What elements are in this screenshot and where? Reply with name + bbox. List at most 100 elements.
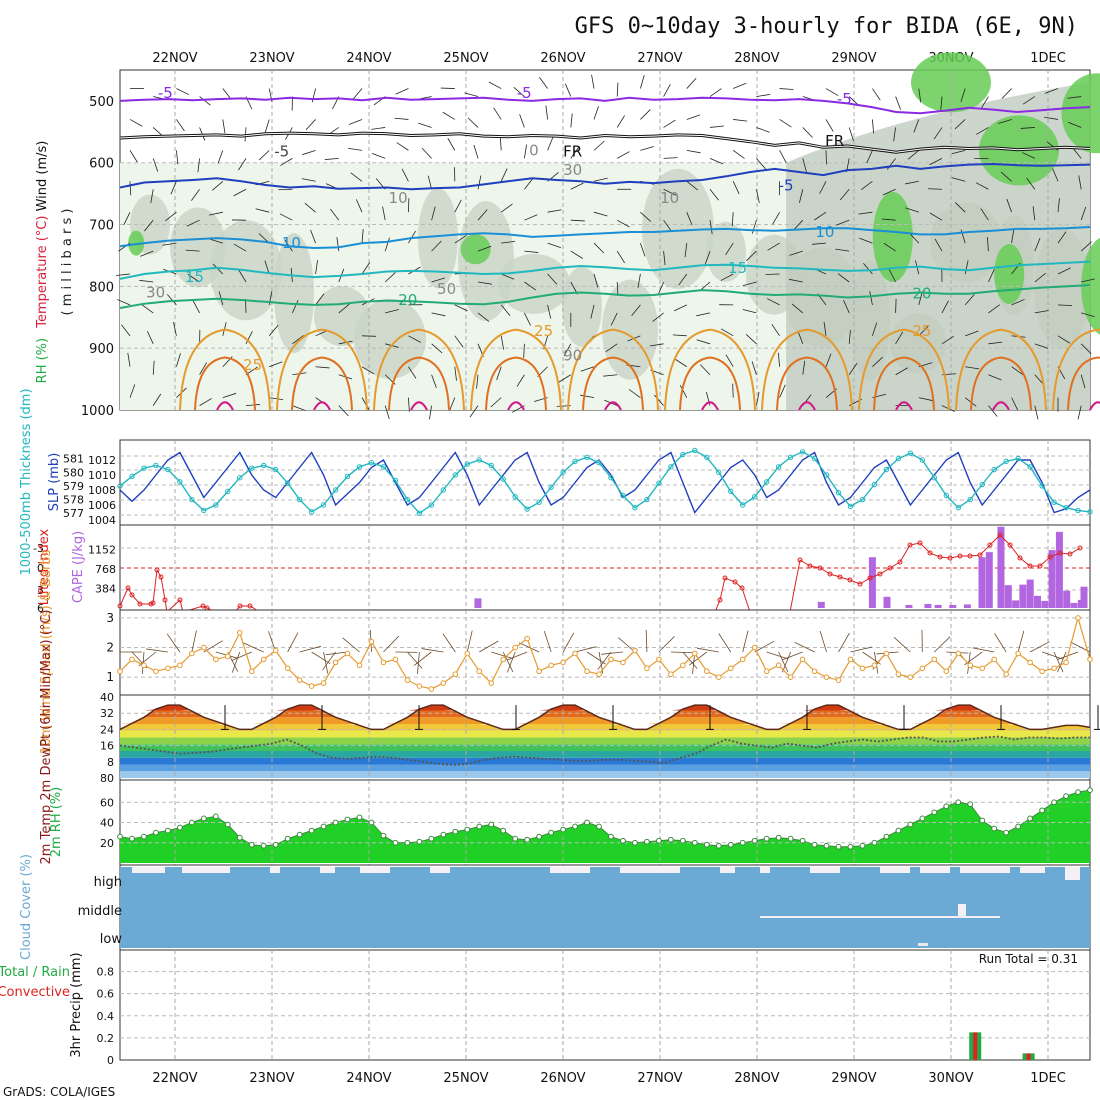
wind-barb bbox=[593, 106, 599, 120]
wind-barb bbox=[725, 354, 734, 367]
wind-barb bbox=[819, 630, 827, 653]
rh-marker bbox=[871, 839, 878, 846]
wind-barb bbox=[558, 374, 572, 383]
rh-marker bbox=[847, 843, 854, 850]
rh-marker bbox=[787, 835, 794, 842]
series-marker bbox=[536, 499, 542, 505]
wind-barb bbox=[825, 353, 832, 367]
wind-barb bbox=[640, 74, 645, 89]
wind-barb bbox=[590, 304, 595, 319]
wind-barb bbox=[139, 279, 154, 283]
wind-marker bbox=[189, 650, 195, 657]
wind-barb bbox=[663, 119, 676, 128]
wind-barb bbox=[233, 188, 247, 197]
wind-barb bbox=[280, 158, 293, 166]
wind-barb bbox=[908, 232, 920, 244]
wind-barb bbox=[994, 633, 1007, 653]
wind-marker bbox=[871, 662, 878, 669]
rh-marker bbox=[835, 843, 842, 850]
date-label-top: 26NOV bbox=[540, 51, 585, 66]
wind-barb bbox=[464, 92, 479, 97]
precip-yticks: 0 0.2 0.4 0.6 0.8 bbox=[97, 966, 115, 1067]
wind-barb bbox=[191, 630, 197, 653]
wind-barb bbox=[733, 82, 747, 89]
wind-barb bbox=[222, 119, 226, 134]
wind-barb bbox=[383, 635, 400, 653]
isotherm-30-lobe bbox=[291, 356, 353, 411]
wind-barb bbox=[709, 125, 724, 128]
wind-barb bbox=[500, 304, 511, 317]
wind-grid bbox=[120, 610, 1090, 695]
wind-barb bbox=[187, 274, 200, 283]
wind-barb bbox=[519, 114, 525, 128]
li-marker bbox=[997, 532, 1003, 538]
upper-air-yticks: 500 600 700 800 900 1000 bbox=[81, 95, 114, 419]
isotherm-35-lobe bbox=[604, 401, 622, 411]
grads-credit: GrADS: COLA/IGES bbox=[3, 1085, 115, 1099]
series-marker bbox=[775, 464, 782, 470]
li-marker bbox=[867, 575, 873, 581]
isotherm-25-lobe bbox=[858, 328, 950, 411]
li-marker bbox=[847, 577, 853, 583]
li-marker bbox=[907, 542, 913, 548]
rh-marker bbox=[919, 815, 926, 822]
wind-barb bbox=[593, 242, 605, 254]
rh-marker bbox=[596, 823, 602, 830]
wind-barb bbox=[500, 203, 513, 213]
wind-marker bbox=[428, 686, 435, 692]
isotherm-35-lobe bbox=[1089, 401, 1100, 411]
wind-marker bbox=[512, 644, 518, 651]
wind-barb bbox=[657, 281, 664, 296]
series-marker bbox=[308, 509, 315, 515]
wind-barb bbox=[754, 640, 775, 653]
wind-barb bbox=[543, 630, 552, 653]
wind-barb bbox=[1034, 272, 1046, 283]
li-marker bbox=[837, 574, 843, 580]
isotherm-35-lobe bbox=[992, 401, 1010, 411]
ytick-label: 3 bbox=[106, 611, 114, 625]
wind-marker bbox=[979, 665, 986, 672]
wind-barb bbox=[192, 300, 200, 314]
wind-barb bbox=[848, 362, 858, 375]
wind-barb bbox=[918, 325, 929, 337]
ytick-label: 32 bbox=[100, 707, 114, 720]
wind-barb bbox=[872, 356, 883, 368]
ytick-label: 0.2 bbox=[97, 1032, 115, 1045]
li-marker bbox=[739, 585, 745, 591]
wind-barb bbox=[797, 330, 804, 344]
wind-barb bbox=[449, 397, 456, 411]
cape-bar bbox=[1080, 586, 1088, 608]
contour-label: 15 bbox=[728, 259, 747, 277]
rh-marker bbox=[416, 838, 423, 845]
wind-barb bbox=[185, 249, 200, 252]
wind-barb bbox=[965, 366, 980, 370]
cape-bar bbox=[949, 604, 957, 608]
rh-marker bbox=[572, 823, 578, 830]
wind-barb bbox=[547, 304, 552, 319]
wind-barb bbox=[640, 242, 646, 257]
wind-marker bbox=[692, 650, 698, 657]
rh-marker bbox=[823, 842, 830, 849]
wind-barb bbox=[152, 360, 155, 375]
rh-marker bbox=[1051, 799, 1057, 806]
rh-marker bbox=[727, 841, 734, 848]
wind-barb bbox=[1006, 198, 1012, 213]
wind-marker bbox=[608, 656, 614, 663]
wind-barb bbox=[519, 642, 540, 653]
wind-barb bbox=[858, 211, 873, 215]
wind-barb bbox=[781, 651, 803, 661]
wind-barb bbox=[570, 182, 584, 190]
wind-marker bbox=[835, 677, 842, 683]
cape-bar bbox=[474, 598, 482, 608]
rh-marker bbox=[655, 837, 662, 844]
wind-barb bbox=[580, 366, 595, 372]
cloud-gap bbox=[810, 867, 840, 873]
rh-marker bbox=[320, 823, 327, 830]
wind-barb bbox=[222, 392, 237, 399]
wind-marker bbox=[236, 629, 243, 636]
wind-marker bbox=[955, 650, 962, 657]
wind-marker bbox=[416, 683, 423, 689]
wind-barb bbox=[361, 229, 364, 244]
wind-marker bbox=[141, 662, 147, 669]
rh-marker bbox=[883, 833, 890, 840]
